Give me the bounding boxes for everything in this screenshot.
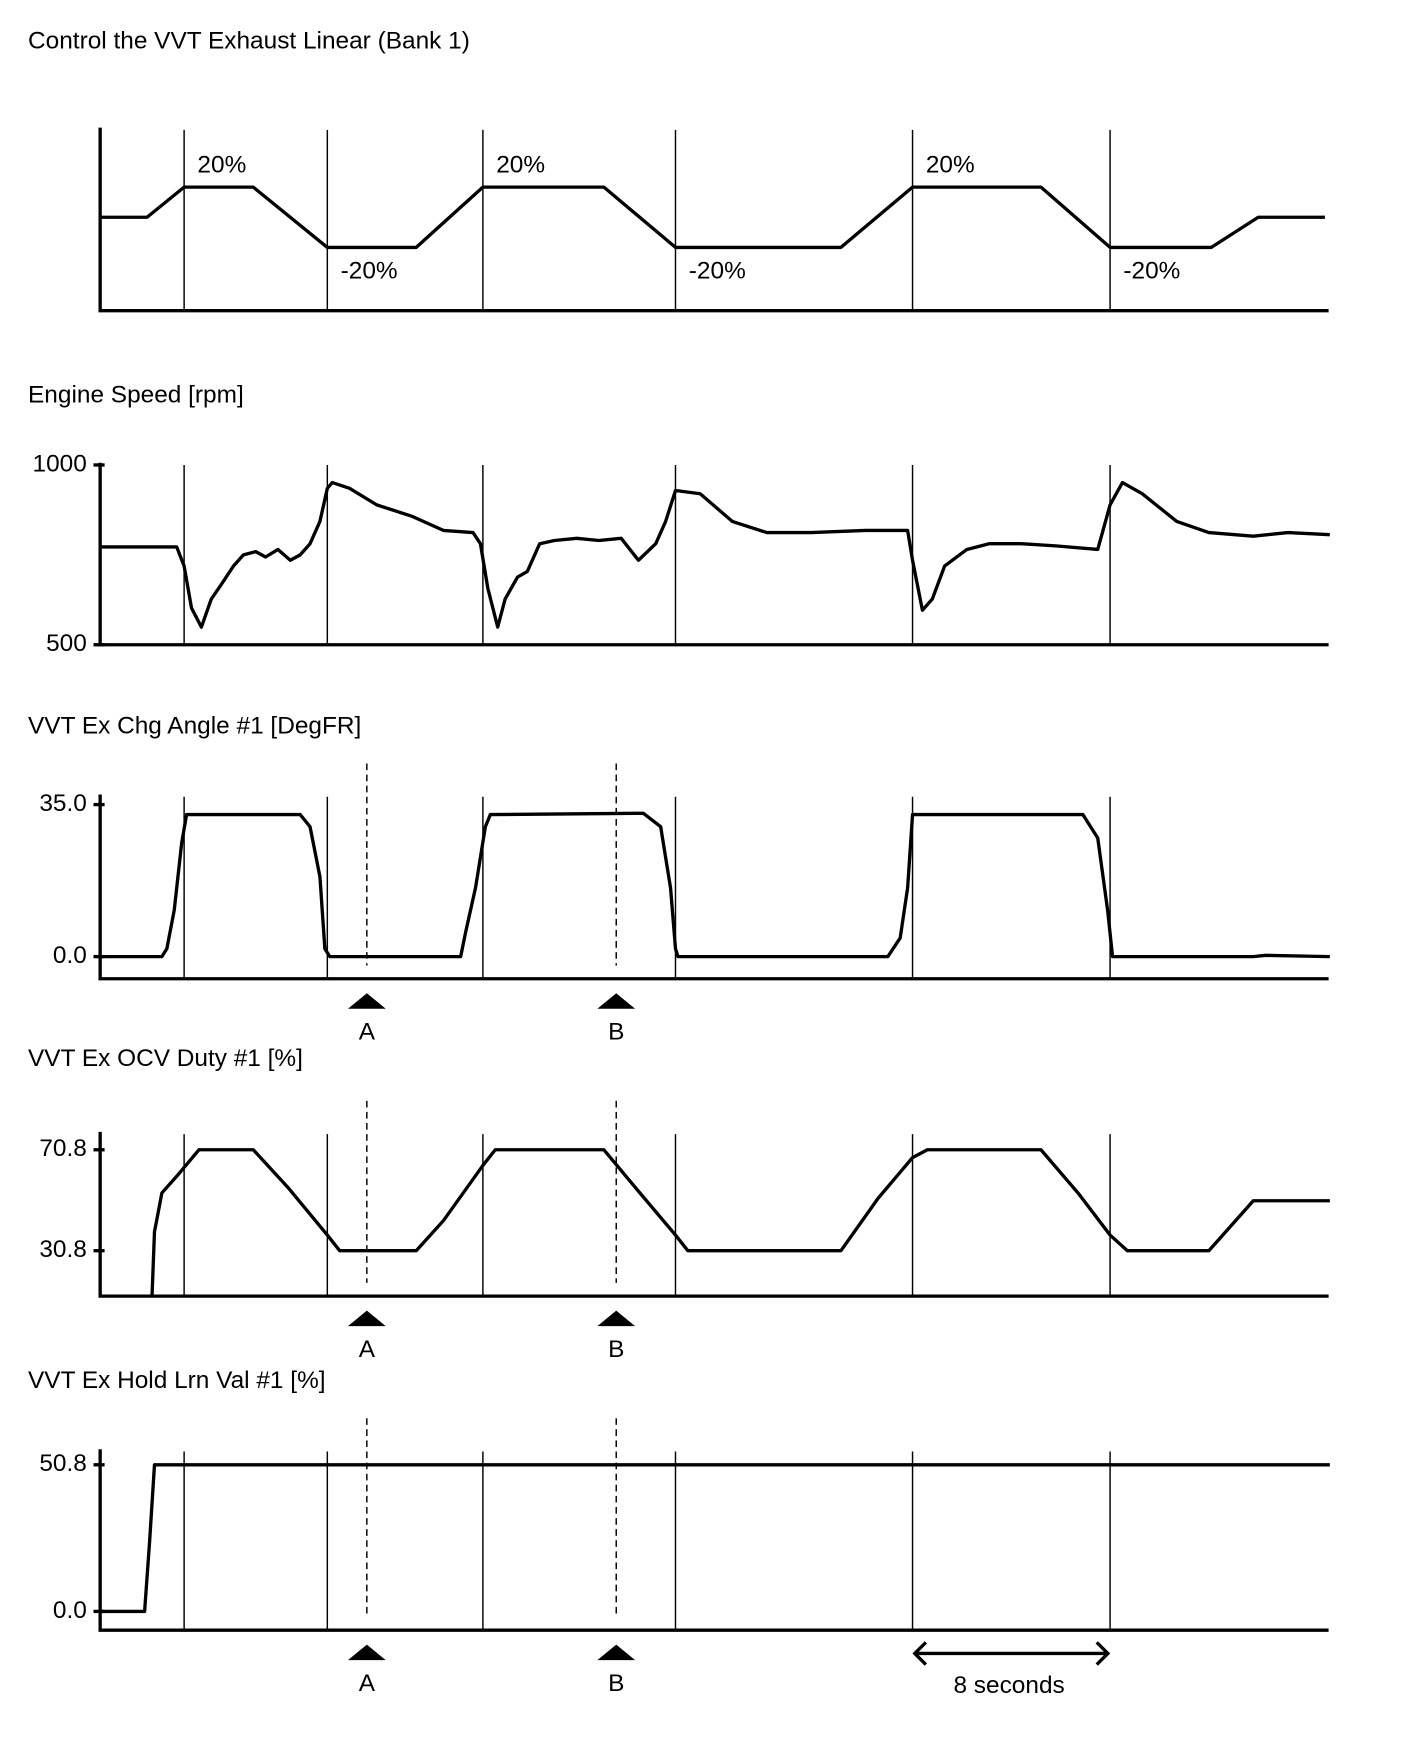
- trace: [100, 185, 1325, 250]
- cursor-label: B: [608, 1019, 624, 1046]
- trace: [100, 480, 1330, 629]
- annotation: 8 seconds: [953, 1672, 1064, 1699]
- value-label: -20%: [341, 257, 398, 284]
- cursor-label: B: [608, 1670, 624, 1697]
- chart-title: Engine Speed [rpm]: [28, 382, 244, 409]
- chart-title: Control the VVT Exhaust Linear (Bank 1): [28, 28, 470, 55]
- cursor-marker: [347, 993, 386, 1009]
- chart-title: VVT Ex OCV Duty #1 [%]: [28, 1045, 303, 1072]
- y-tick-label: 1000: [33, 450, 87, 477]
- trace: [150, 1148, 1330, 1297]
- value-label: 20%: [197, 151, 246, 178]
- y-tick-label: 50.8: [39, 1450, 87, 1477]
- cursor-label: A: [359, 1019, 376, 1046]
- cursor-marker: [347, 1644, 386, 1661]
- chart-title: VVT Ex Chg Angle #1 [DegFR]: [28, 712, 361, 739]
- y-tick-label: 30.8: [39, 1236, 87, 1263]
- chart-title: VVT Ex Hold Lrn Val #1 [%]: [28, 1367, 326, 1394]
- y-tick-label: 500: [46, 630, 87, 657]
- cursor-label: A: [359, 1336, 376, 1363]
- cursor-label: B: [608, 1336, 624, 1363]
- cursor-marker: [597, 993, 636, 1009]
- value-label: 20%: [926, 151, 975, 178]
- cursor-label: A: [359, 1670, 376, 1697]
- value-label: 20%: [496, 151, 545, 178]
- cursor-marker: [597, 1310, 636, 1327]
- y-tick-label: 35.0: [39, 790, 87, 817]
- trace: [100, 1463, 1330, 1614]
- cursor-marker: [597, 1644, 636, 1661]
- trace: [100, 811, 1330, 959]
- y-tick-label: 0.0: [53, 1597, 87, 1624]
- value-label: -20%: [689, 257, 746, 284]
- value-label: -20%: [1123, 257, 1180, 284]
- y-tick-label: 70.8: [39, 1135, 87, 1162]
- y-tick-label: 0.0: [53, 942, 87, 969]
- arrow-head: [912, 1641, 1111, 1666]
- cursor-marker: [347, 1310, 386, 1327]
